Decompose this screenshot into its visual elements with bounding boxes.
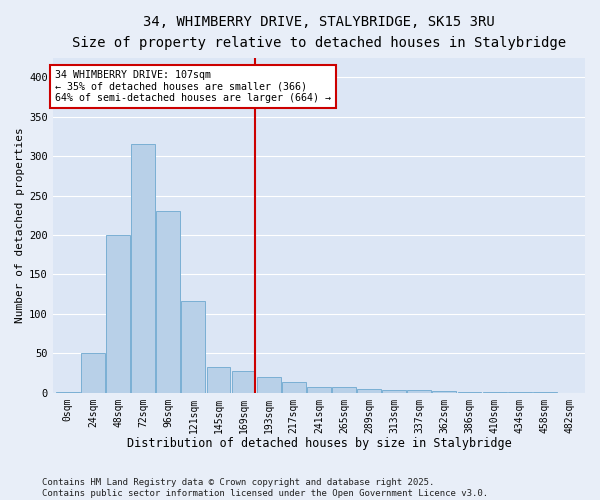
Bar xyxy=(232,370,256,392)
Bar xyxy=(181,302,205,392)
Text: Contains HM Land Registry data © Crown copyright and database right 2025.
Contai: Contains HM Land Registry data © Crown c… xyxy=(42,478,488,498)
Bar xyxy=(407,390,431,392)
Text: 34 WHIMBERRY DRIVE: 107sqm
← 35% of detached houses are smaller (366)
64% of sem: 34 WHIMBERRY DRIVE: 107sqm ← 35% of deta… xyxy=(55,70,331,102)
Bar xyxy=(106,235,130,392)
Bar xyxy=(257,377,281,392)
Bar xyxy=(131,144,155,392)
X-axis label: Distribution of detached houses by size in Stalybridge: Distribution of detached houses by size … xyxy=(127,437,511,450)
Title: 34, WHIMBERRY DRIVE, STALYBRIDGE, SK15 3RU
Size of property relative to detached: 34, WHIMBERRY DRIVE, STALYBRIDGE, SK15 3… xyxy=(72,15,566,50)
Bar xyxy=(357,389,381,392)
Bar xyxy=(157,212,180,392)
Y-axis label: Number of detached properties: Number of detached properties xyxy=(15,128,25,323)
Bar xyxy=(433,391,457,392)
Bar xyxy=(307,387,331,392)
Bar xyxy=(206,368,230,392)
Bar xyxy=(382,390,406,392)
Bar xyxy=(332,387,356,392)
Bar xyxy=(282,382,306,392)
Bar xyxy=(81,352,105,393)
